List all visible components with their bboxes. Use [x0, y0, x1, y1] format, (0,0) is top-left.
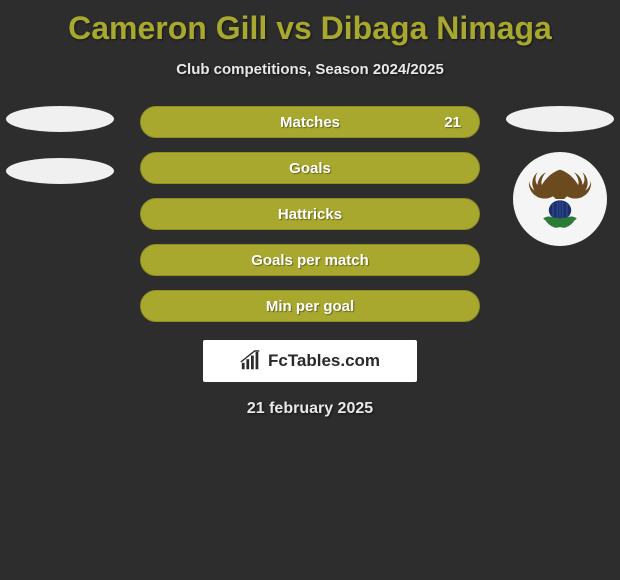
club-badge [513, 152, 607, 246]
left-ellipse-2 [6, 158, 114, 184]
club-crest-icon [525, 164, 595, 234]
content-row: Matches 21 Goals Hattricks Goals per mat… [0, 106, 620, 322]
date-text: 21 february 2025 [0, 400, 620, 418]
subtitle: Club competitions, Season 2024/2025 [0, 61, 620, 78]
stat-bar-hattricks: Hattricks [140, 198, 480, 230]
bar-label: Goals per match [251, 252, 369, 269]
bar-label: Hattricks [278, 206, 342, 223]
bar-value-right: 21 [444, 114, 461, 131]
stat-bar-goals: Goals [140, 152, 480, 184]
bars-column: Matches 21 Goals Hattricks Goals per mat… [140, 106, 480, 322]
bar-label: Matches [280, 114, 340, 131]
bar-label: Goals [289, 160, 331, 177]
stat-bar-goals-per-match: Goals per match [140, 244, 480, 276]
left-ellipse-1 [6, 106, 114, 132]
right-ellipse-1 [506, 106, 614, 132]
bar-chart-icon [240, 350, 262, 372]
right-side-column [500, 106, 620, 246]
stat-bar-min-per-goal: Min per goal [140, 290, 480, 322]
page-title: Cameron Gill vs Dibaga Nimaga [0, 0, 620, 47]
source-logo-text: FcTables.com [268, 351, 380, 371]
source-logo-box: FcTables.com [203, 340, 417, 382]
left-side-column [0, 106, 120, 184]
stat-bar-matches: Matches 21 [140, 106, 480, 138]
bar-label: Min per goal [266, 298, 354, 315]
